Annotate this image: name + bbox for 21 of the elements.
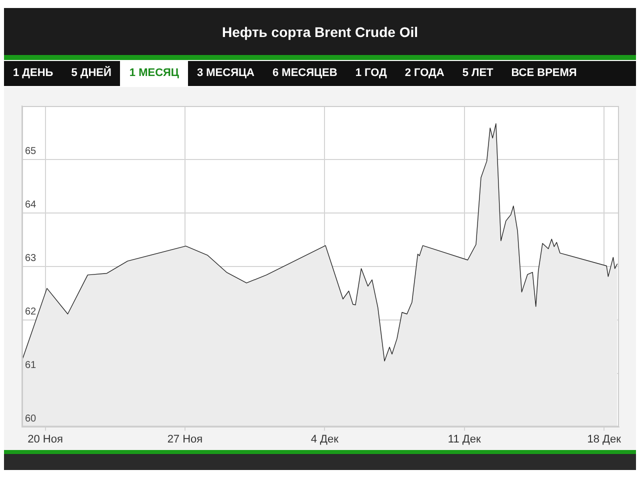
y-tick-label: 65 bbox=[25, 146, 37, 158]
text: 1 МЕСЯЦ bbox=[120, 61, 188, 86]
y-tick-label: 64 bbox=[25, 200, 37, 211]
x-tick-label: 18 Дек bbox=[587, 433, 622, 446]
y-tick-label: 61 bbox=[25, 360, 37, 372]
text: 1 ДЕНЬ bbox=[12, 66, 54, 81]
text: 2 ГОДА bbox=[404, 66, 446, 81]
x-tick-label: 20 Ноя bbox=[28, 433, 63, 446]
text: 3 МЕСЯЦА bbox=[196, 66, 256, 81]
x-tick-label: 4 Дек bbox=[310, 433, 339, 446]
text: 5 ДНЕЙ bbox=[70, 65, 112, 81]
chart-title: Нефть сорта Brent Crude Oil bbox=[222, 24, 418, 40]
text: 6 МЕСЯЦЕВ bbox=[271, 66, 338, 81]
x-tick-label: 11 Дек bbox=[448, 433, 481, 446]
y-tick-label: 62 bbox=[25, 306, 37, 318]
y-tick-label: 63 bbox=[25, 253, 37, 264]
text: 5 ЛЕТ bbox=[461, 66, 494, 81]
text: 1 ГОД bbox=[354, 66, 388, 81]
text: ВСЕ ВРЕМЯ bbox=[510, 66, 578, 81]
y-tick-label: 60 bbox=[25, 414, 37, 425]
x-tick-label: 27 Ноя bbox=[167, 433, 203, 446]
